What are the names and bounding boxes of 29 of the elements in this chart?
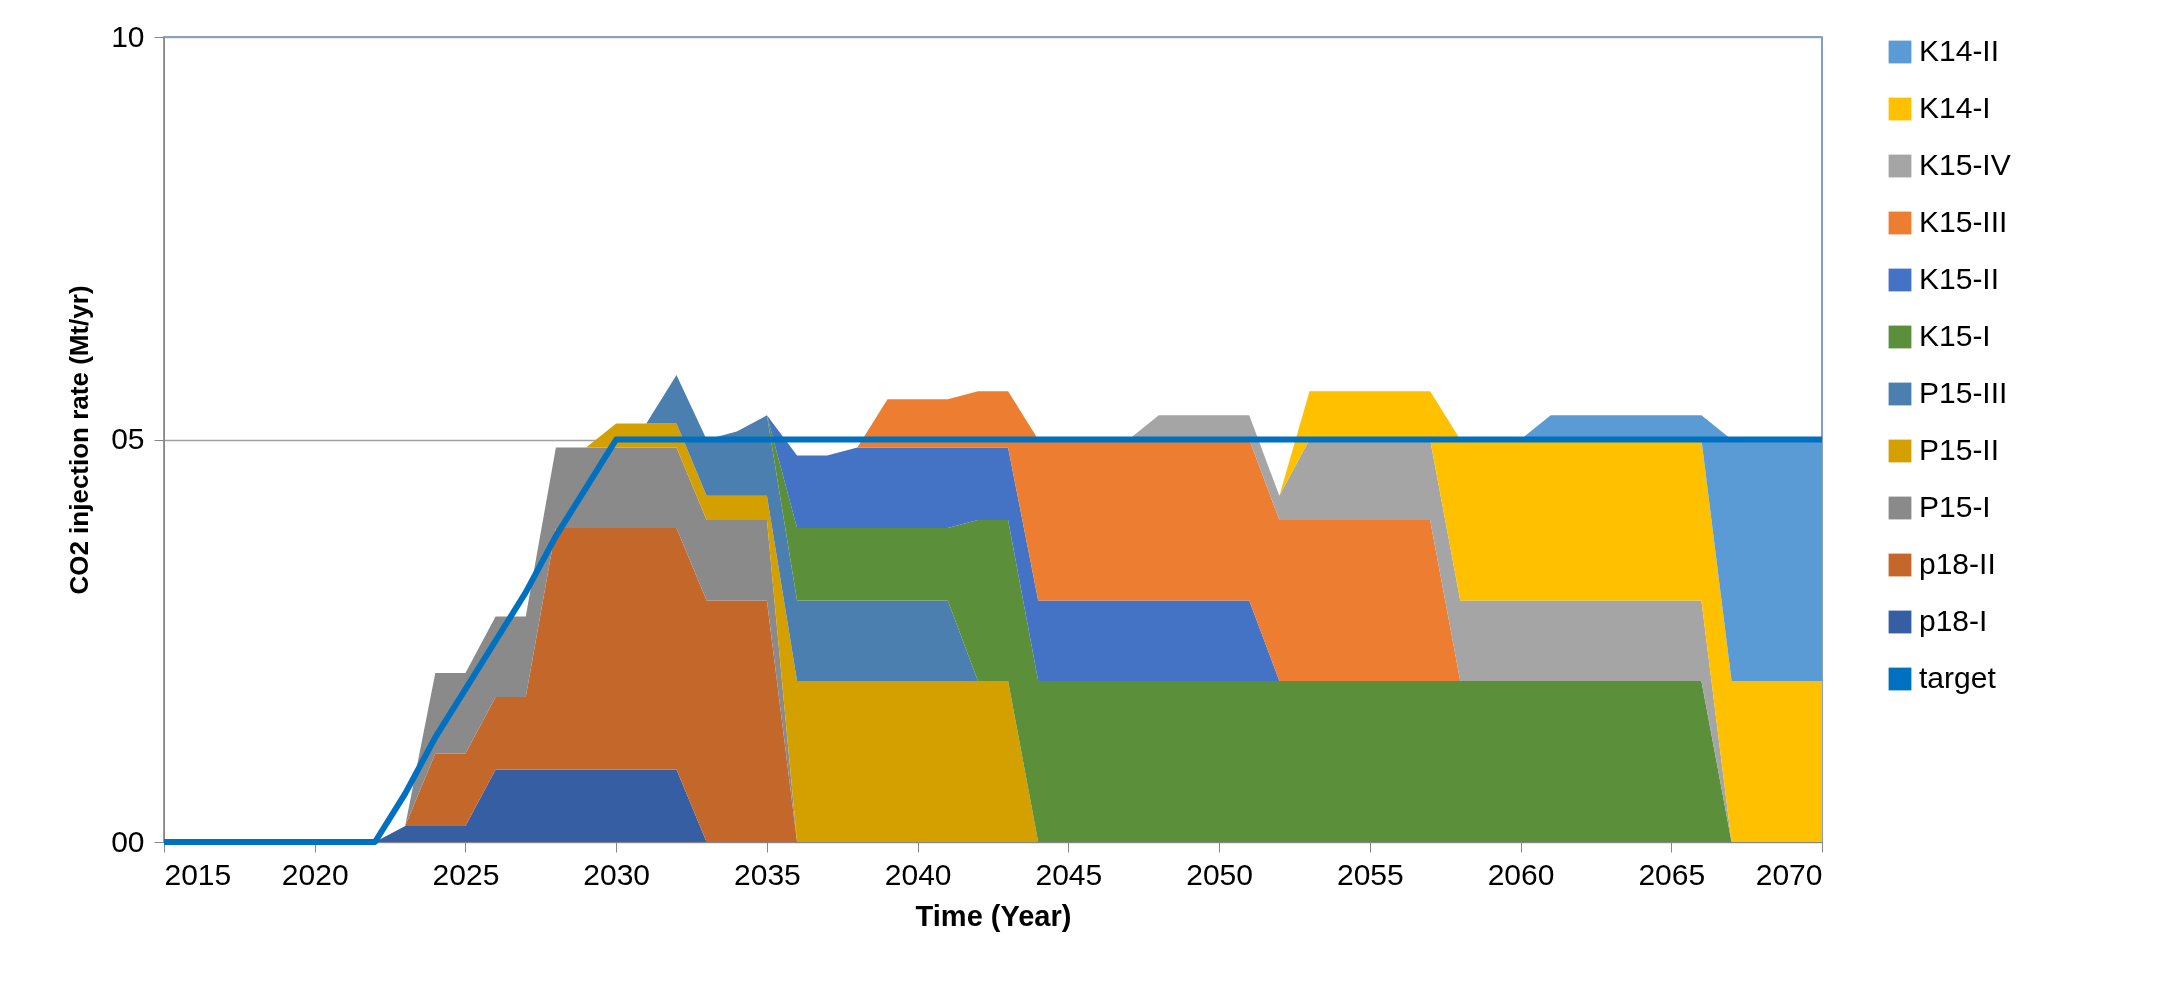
legend-label: K15-IV [1919,148,2011,181]
legend-label: p18-I [1919,604,1988,637]
x-tick-label: 2015 [164,857,232,891]
x-tick-label: 2060 [1487,857,1555,891]
legend-label: K15-III [1919,205,2008,238]
legend-label: target [1919,661,1997,694]
y-tick-label: 00 [111,824,145,858]
y-tick-label: 05 [111,422,145,455]
legend-label: p18-II [1919,547,1996,580]
x-axis-title: Time (Year) [915,899,1072,932]
x-tick-label: 2020 [281,857,349,891]
x-tick-label: 2070 [1755,857,1823,891]
legend-label: P15-II [1919,433,2000,466]
x-tick-label: 2050 [1186,857,1253,891]
x-tick-label: 2035 [734,857,801,891]
y-tick-label: 10 [111,19,145,53]
legend-label: K14-II [1919,34,2000,67]
legend-label: K15-I [1919,319,1991,352]
x-tick-label: 2030 [583,857,651,891]
y-axis-title: CO2 injection rate (Mt/yr) [64,285,95,595]
legend-label: K15-II [1919,262,2000,295]
x-tick-label: 2045 [1035,857,1103,891]
x-tick-label: 2025 [432,857,500,891]
x-tick-label: 2065 [1638,857,1706,891]
legend-label: K14-I [1919,91,1991,124]
legend-label: P15-I [1919,490,1991,523]
legend-label: P15-III [1919,376,2008,409]
x-tick-label: 2055 [1336,857,1404,891]
x-tick-label: 2040 [884,857,952,891]
